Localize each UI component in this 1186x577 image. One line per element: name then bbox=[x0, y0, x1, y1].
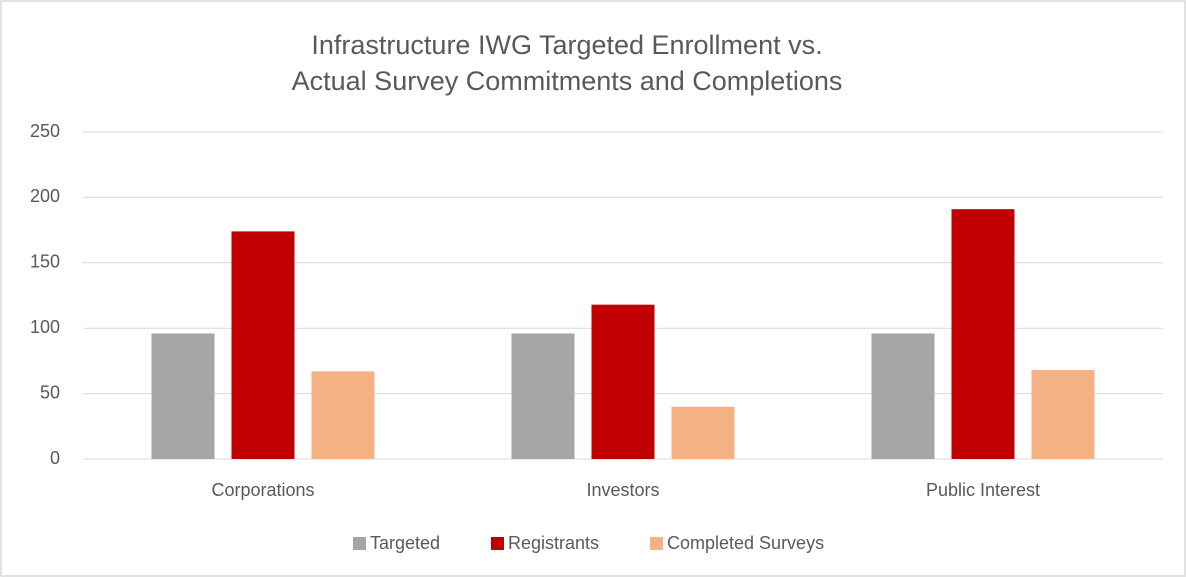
legend-label: Completed Surveys bbox=[667, 533, 824, 553]
y-tick-label: 50 bbox=[40, 382, 60, 402]
y-tick-label: 200 bbox=[30, 186, 60, 206]
x-tick-label: Investors bbox=[586, 480, 659, 500]
y-tick-label: 0 bbox=[50, 448, 60, 468]
bar bbox=[151, 333, 215, 459]
legend-label: Targeted bbox=[370, 533, 440, 553]
legend-swatch bbox=[491, 537, 504, 550]
legend-swatch bbox=[650, 537, 663, 550]
bar bbox=[871, 333, 935, 459]
legend-label: Registrants bbox=[508, 533, 599, 553]
bar bbox=[511, 333, 575, 459]
x-tick-label: Public Interest bbox=[926, 480, 1040, 500]
bar bbox=[671, 406, 735, 459]
bar bbox=[951, 209, 1015, 459]
y-tick-label: 150 bbox=[30, 252, 60, 272]
y-tick-label: 100 bbox=[30, 317, 60, 337]
chart-title: Infrastructure IWG Targeted Enrollment v… bbox=[311, 30, 822, 60]
y-tick-label: 250 bbox=[30, 121, 60, 141]
bar bbox=[231, 231, 295, 459]
bar bbox=[1031, 370, 1095, 459]
bar bbox=[591, 304, 655, 459]
legend-swatch bbox=[353, 537, 366, 550]
chart-title: Actual Survey Commitments and Completion… bbox=[292, 66, 843, 96]
bar bbox=[311, 371, 375, 459]
x-tick-label: Corporations bbox=[211, 480, 314, 500]
